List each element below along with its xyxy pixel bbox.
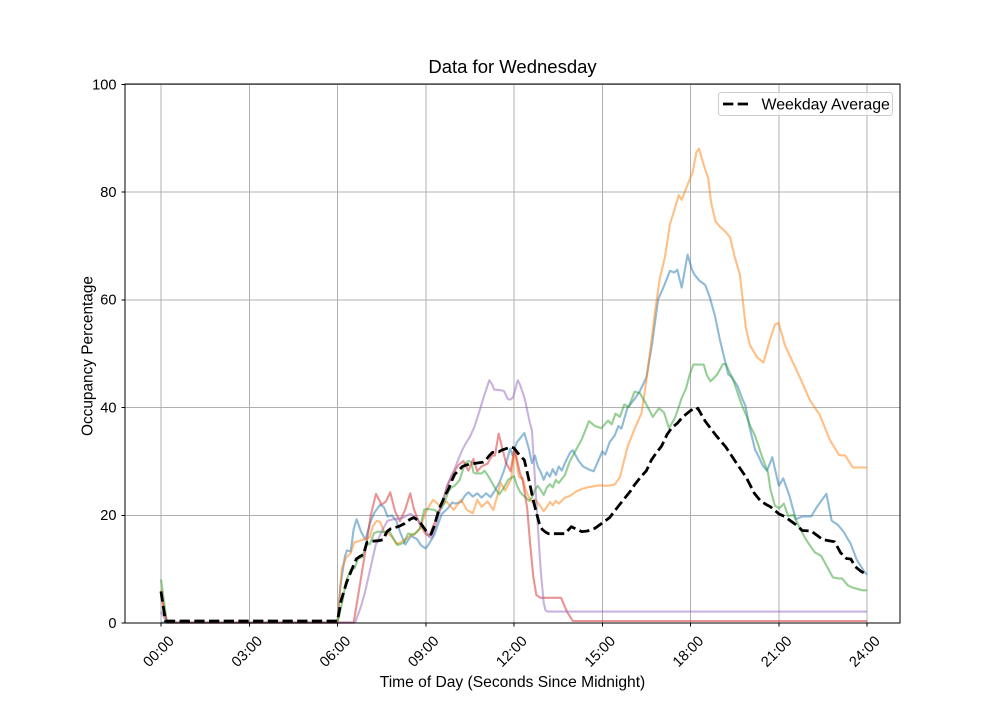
svg-text:Time of Day (Seconds Since Mid: Time of Day (Seconds Since Midnight) <box>380 674 646 691</box>
svg-text:20: 20 <box>100 508 116 524</box>
svg-text:60: 60 <box>100 293 116 309</box>
svg-text:40: 40 <box>100 401 116 417</box>
svg-text:Data for Wednesday: Data for Wednesday <box>428 56 597 77</box>
svg-text:100: 100 <box>92 77 116 93</box>
svg-text:80: 80 <box>100 185 116 201</box>
svg-text:Weekday Average: Weekday Average <box>762 96 891 113</box>
svg-text:0: 0 <box>108 616 116 632</box>
svg-text:Occupancy Percentage: Occupancy Percentage <box>79 276 96 436</box>
